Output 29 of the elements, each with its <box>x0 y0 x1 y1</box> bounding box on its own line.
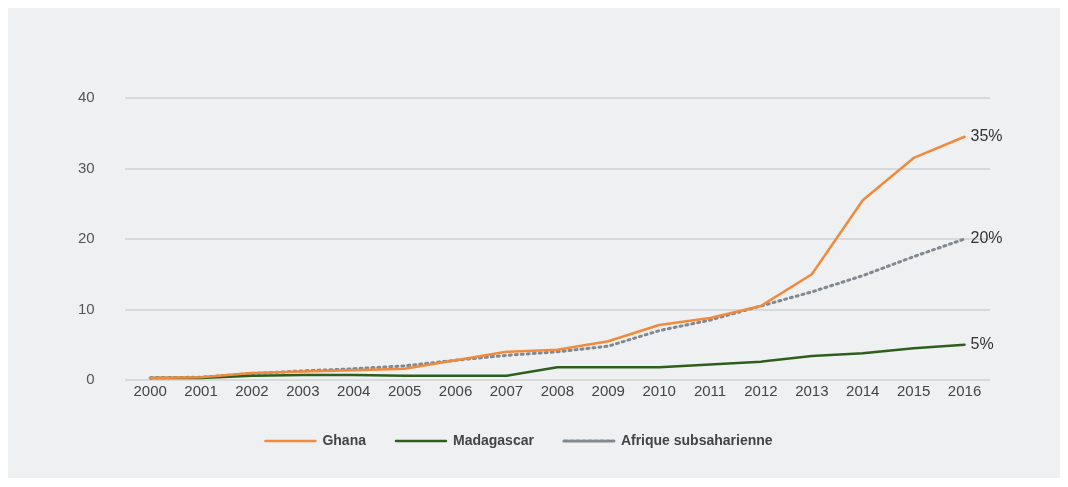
line-series <box>148 237 967 380</box>
x-tick-label: 2003 <box>286 382 320 400</box>
x-tick-label: 2012 <box>744 382 778 400</box>
x-tick-label: 2009 <box>591 382 625 400</box>
legend-label: Afrique subsaharienne <box>620 431 773 448</box>
x-tick-label: 2015 <box>896 382 931 400</box>
x-tick-label: 2001 <box>184 382 218 400</box>
x-tick-label: 2002 <box>235 382 269 400</box>
y-tick-label: 20 <box>78 229 95 247</box>
annotation: 35% <box>970 127 1003 145</box>
x-tick-label: 2004 <box>337 382 371 400</box>
x-tick-label: 2006 <box>438 382 473 400</box>
y-tick-label: 40 <box>78 88 95 106</box>
x-tick-label: 2011 <box>693 382 727 400</box>
y-tick-label: 30 <box>78 158 95 176</box>
legend-label: Madagascar <box>452 431 535 448</box>
x-tick-label: 2016 <box>947 382 982 400</box>
y-tick-label: 10 <box>78 299 95 317</box>
x-tick-label: 2013 <box>795 382 829 400</box>
x-tick-label: 2000 <box>133 382 167 400</box>
y-tick-label: 0 <box>86 370 95 388</box>
x-tick-label: 2005 <box>387 382 422 400</box>
annotation: 20% <box>970 229 1003 247</box>
x-tick-label: 2010 <box>642 382 676 400</box>
x-tick-label: 2014 <box>846 382 880 400</box>
x-tick-label: 2007 <box>489 382 524 400</box>
x-tick-label: 2008 <box>540 382 575 400</box>
annotation: 5% <box>970 335 994 353</box>
legend-label: Ghana <box>322 431 367 448</box>
